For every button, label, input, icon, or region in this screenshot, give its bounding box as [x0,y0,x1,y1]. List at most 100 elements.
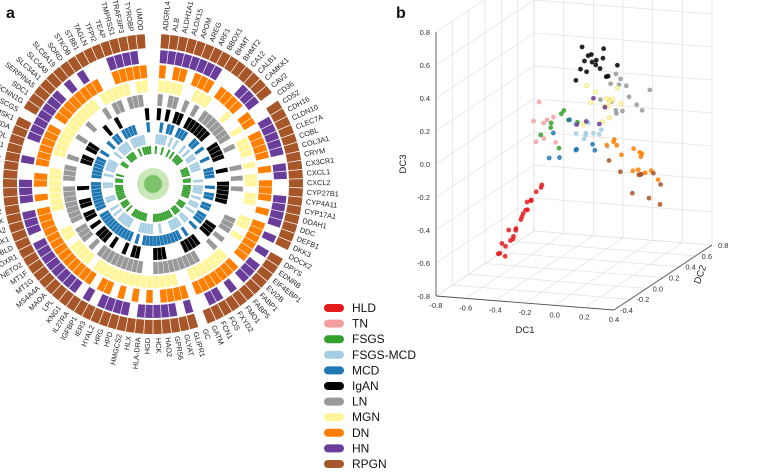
ring-cell-fsgs [143,213,148,222]
legend-swatch-mgn [324,413,344,422]
point-hld [528,197,534,203]
ring-cell-mgn [135,80,143,94]
point-tn [553,139,559,145]
ring-cell-fsgs-mcd [174,216,182,227]
ring-cell-rpgn [160,34,170,49]
ring-cell-igan [101,231,113,243]
ring-cell-rpgn [90,307,104,324]
ring-cell-rpgn [286,204,302,216]
ring-cell-fsgs-mcd [189,164,201,171]
ring-cell-igan [89,219,102,230]
ring-cell-hn [41,102,57,117]
point-hld [511,233,516,239]
point-fsgs [558,111,564,117]
ring-cell-fsgs-mcd [119,144,129,155]
ring-cell-mcd [202,166,214,173]
ring-cell-hn [36,244,52,258]
ring-cell-fsgs [170,207,177,215]
ring-cell-dn [258,187,272,195]
ring-cell-fsgs [175,159,184,166]
legend-label-ln: LN [352,395,367,409]
gene-label: HGD [143,338,152,354]
ring-cell-rpgn [11,229,28,242]
ring-cell-dn [84,270,97,285]
ring-cell-mcd [106,140,116,150]
ring-cell-ln [190,250,201,264]
point-tn [541,120,546,126]
point-fsgs-mcd [598,127,604,133]
ring-cell-rpgn [2,179,18,188]
ring-cell-rpgn [8,221,25,233]
ring-cell-ln [120,256,130,270]
ring-cell-igan [84,212,98,222]
ring-cell-fsgs [117,193,126,199]
point-mgn [584,82,590,89]
ring-cell-dn [132,65,141,80]
ring-cell-igan [134,246,142,259]
ring-cell-dn [224,257,239,272]
ring-cell-fsgs [133,209,139,218]
ring-cell-ln [85,121,98,133]
ring-cell-hn [264,131,280,143]
ring-cell-fsgs-mcd [138,135,144,146]
ring-cell-mgn [63,126,77,138]
ring-cell-ln [217,133,231,145]
ring-cell-dn [179,285,189,300]
ring-cell-dn [202,78,215,94]
ring-cell-rpgn [46,72,62,89]
ring-cell-fsgs [131,208,138,217]
ring-cell-mcd [165,123,172,135]
ring-cell-fsgs-mcd [180,211,189,221]
ring-cell-hn [129,50,139,65]
legend-label-tn: TN [352,317,368,331]
ring-cell-dn [219,262,234,277]
ring-cell-igan [216,189,229,196]
x-tick-label: 0.2 [579,313,589,322]
point-hld [499,241,505,246]
ring-cell-hn [145,304,153,318]
back-grid-line [533,131,713,147]
ring-cell-fsgs [177,200,185,207]
ring-cell-rpgn [91,43,105,60]
ring-cell-fsgs [154,146,158,155]
ring-cell-mcd [199,204,211,212]
ring-cell-ln [64,195,77,203]
ring-cell-ln [110,252,121,266]
ring-cell-hn [18,179,33,188]
ring-cell-fsgs-mcd [113,208,123,217]
ring-cell-hn [76,69,90,85]
ring-cell-rpgn [116,315,128,332]
ring-cell-rpgn [82,303,96,321]
ring-cell-mcd [91,174,102,179]
point-rpgn [606,158,612,163]
ring-cell-dn [257,193,272,202]
ring-cell-rpgn [60,61,75,78]
point-mgn [615,85,621,91]
gene-label: CXCL1 [306,167,330,178]
ring-cell-dn [117,285,127,300]
ring-cell-rpgn [217,299,232,316]
ring-cell-hn [51,262,66,277]
ring-cell-hn [112,299,124,314]
ring-cell-igan [175,112,185,126]
ring-cell-fsgs-mcd [184,153,195,162]
ring-cell-mcd [127,231,135,242]
ring-cell-rpgn [4,151,21,163]
ring-cell-hn [26,131,42,143]
ring-cell-fsgs-mcd [172,218,180,228]
point-mcd [574,146,579,152]
ring-cell-mcd [91,185,102,190]
ring-cell-mgn [174,82,184,97]
ring-cell-dn [214,266,228,281]
ring-cell-mgn [229,126,243,138]
ring-cell-igan [214,197,228,205]
back-grid-line [533,164,713,180]
point-tn [551,114,556,120]
ring-cell-fsgs [171,154,179,162]
point-tn [544,117,550,123]
ring-cell-dn [43,130,59,142]
ring-cell-fsgs-mcd [103,185,114,189]
ring-cell-fsgs [179,166,188,173]
ring-cell-hn [266,139,282,150]
